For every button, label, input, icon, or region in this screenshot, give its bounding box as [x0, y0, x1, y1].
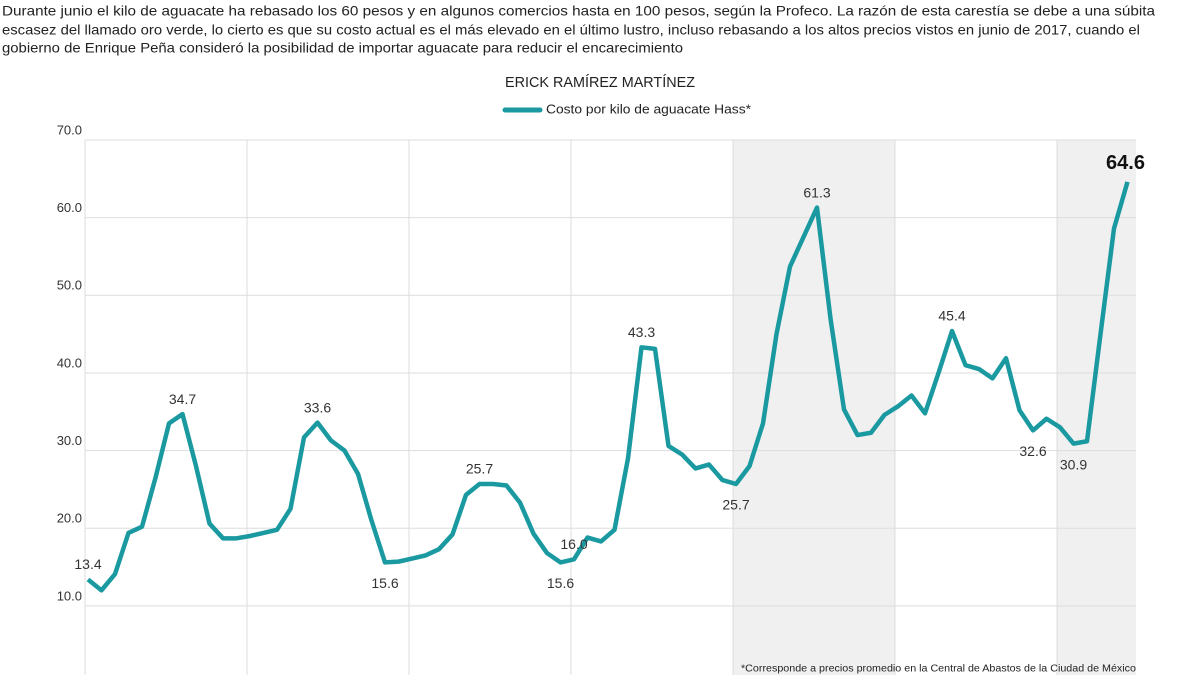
y-tick-label: 10.0 [57, 588, 82, 603]
value-label: 15.6 [371, 575, 398, 591]
value-label: 32.6 [1019, 443, 1046, 459]
value-label: 15.6 [547, 575, 574, 591]
y-tick-label: 30.0 [57, 433, 82, 448]
y-tick-label: 20.0 [57, 511, 82, 526]
value-label: 34.7 [169, 391, 196, 407]
legend-label: Costo por kilo de aguacate Hass* [546, 101, 751, 116]
description-line: escasez del llamado oro verde, lo cierto… [2, 22, 1140, 38]
y-tick-label: 50.0 [57, 278, 82, 293]
value-label: 43.3 [628, 324, 655, 340]
y-tick-label: 60.0 [57, 200, 82, 215]
price-line [86, 181, 1130, 593]
value-label: 30.9 [1060, 456, 1087, 472]
value-label: 33.6 [304, 399, 331, 415]
y-tick-label: 40.0 [57, 355, 82, 370]
value-label-latest: 64.6 [1106, 152, 1145, 174]
year-band [1057, 140, 1136, 675]
year-band [733, 140, 895, 675]
description-line: Durante junio el kilo de aguacate ha reb… [2, 3, 1155, 19]
author: ERICK RAMÍREZ MARTÍNEZ [505, 74, 695, 91]
value-label: 25.7 [466, 461, 493, 477]
y-tick-label: 70.0 [57, 122, 82, 137]
footnote: *Corresponde a precios promedio en la Ce… [741, 664, 1136, 675]
value-label: 16.0 [560, 536, 587, 552]
value-label: 13.4 [74, 556, 101, 572]
value-label: 45.4 [938, 308, 965, 324]
value-label: 61.3 [803, 184, 830, 200]
value-label: 25.7 [722, 497, 749, 513]
description-line: gobierno de Enrique Peña consideró la po… [2, 40, 683, 56]
